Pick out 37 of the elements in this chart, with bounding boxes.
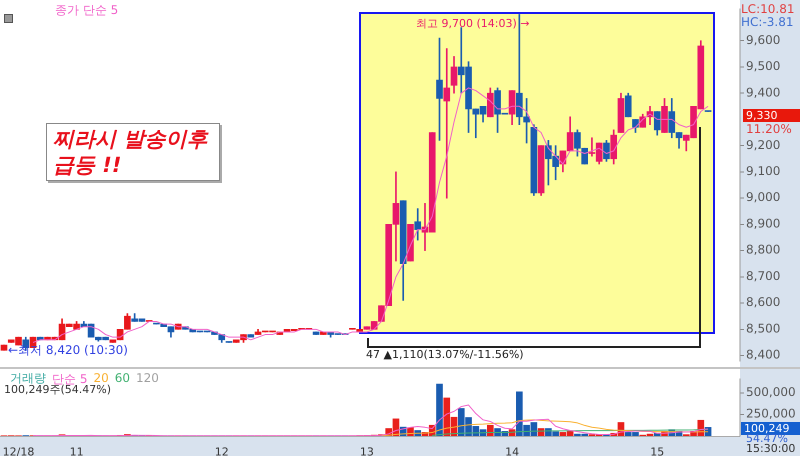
x-tick-label: 12 (214, 445, 229, 456)
annotation: 찌라시 발송이후 급등 !! (46, 123, 220, 181)
y-tick-label: 8,900 (746, 216, 780, 230)
text: LC:10.81 (741, 2, 794, 16)
text: 60 (114, 371, 130, 387)
annotation: 100,249주(54.47%) (4, 383, 112, 396)
text: 9,330 (743, 109, 800, 122)
text: HC:-3.81 (741, 15, 794, 29)
y-tick-label: 9,000 (746, 190, 780, 204)
y-tick-label: 8,700 (746, 268, 780, 283)
y-tick-label: 500,000 (746, 385, 796, 400)
annotation: ←최저 8,420 (10:30) (8, 343, 128, 357)
text: 단순 5 (52, 371, 88, 386)
y-tick-label: 250,000 (746, 406, 796, 421)
text: 20 (93, 371, 109, 385)
y-tick-label: 9,400 (746, 85, 780, 100)
text: 15:30:00 (746, 442, 796, 455)
y-tick-label: 9,500 (746, 59, 780, 74)
y-tick-label: 9,600 (746, 32, 780, 47)
text: 100,249 (741, 422, 800, 435)
x-tick-label: 13 (360, 445, 374, 456)
x-tick-label: 15 (650, 445, 664, 456)
y-tick-label: 8,800 (746, 242, 780, 257)
y-tick-label: 8,600 (746, 295, 780, 310)
annotation: 최고 9,700 (14:03) → (416, 17, 530, 30)
text: 54.47% (746, 432, 788, 445)
y-tick-label: 9,100 (746, 164, 780, 178)
x-tick-label: 11 (70, 445, 84, 456)
x-tick-label: 14 (505, 445, 520, 456)
y-tick-label: 9,200 (746, 138, 780, 152)
annotation: 거래량 (10, 371, 46, 385)
legend-label: 120 (136, 371, 159, 387)
text: 종가 단순 5 (55, 2, 118, 19)
annotation: 47 ▲1,110(13.07%/-11.56%) (366, 348, 524, 361)
y-tick-label: 8,400 (746, 348, 780, 362)
y-tick-label: 8,500 (746, 321, 780, 336)
text: 11.20% (746, 122, 792, 136)
